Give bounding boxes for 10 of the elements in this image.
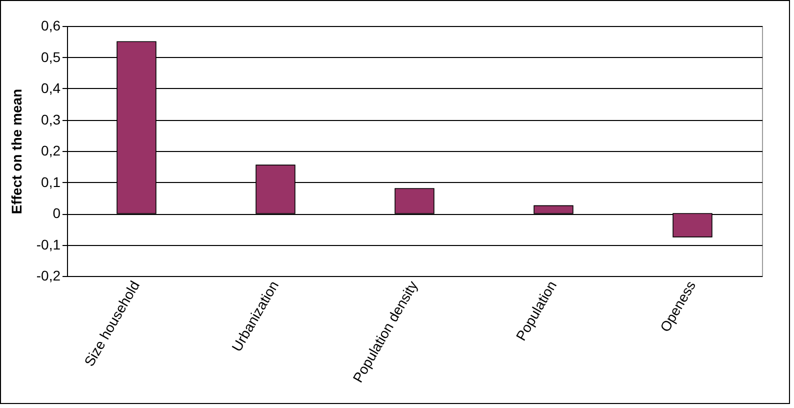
y-tick-label: 0,6 [41, 18, 61, 34]
y-tick-label: 0,5 [41, 48, 61, 65]
y-tick-label: 0 [52, 205, 61, 221]
y-tick-label: 0,2 [41, 142, 61, 158]
y-tick-label: 0,1 [41, 174, 61, 190]
y-tick-label: 0,3 [41, 111, 61, 128]
y-tick-label: -0,1 [36, 236, 61, 252]
y-tick-label: 0,4 [41, 80, 61, 96]
y-axis-title: Effect on the mean [8, 88, 24, 214]
y-tick-label: -0,2 [36, 268, 61, 284]
